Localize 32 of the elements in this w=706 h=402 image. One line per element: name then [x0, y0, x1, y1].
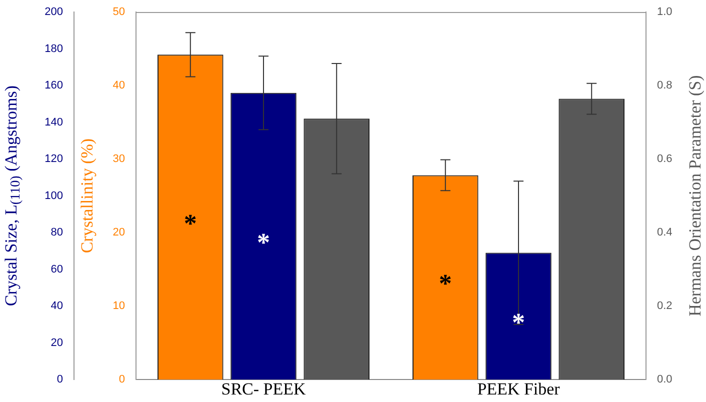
- y2-tick-label: 20: [112, 226, 125, 239]
- y3-tick-label: 0.2: [657, 300, 672, 312]
- x-tick-label: PEEK Fiber: [477, 379, 560, 398]
- y2-tick-label: 30: [112, 153, 125, 166]
- data-label: *: [512, 308, 525, 337]
- y-tick-label: 40: [50, 300, 63, 312]
- y-tick-label: 140: [44, 116, 63, 128]
- y3-axis-title: Hermans Orientation Parameter (S): [685, 75, 704, 316]
- y-tick-label: 120: [44, 153, 63, 166]
- y-tick-label: 200: [44, 6, 63, 18]
- y-tick-label: 160: [44, 80, 63, 92]
- y3-tick-label: 0.8: [657, 80, 672, 92]
- data-label: *: [257, 228, 270, 257]
- x-tick-label: SRC- PEEK: [221, 379, 306, 398]
- y3-tick-label: 0.6: [657, 153, 672, 166]
- y-tick-label: 20: [50, 336, 63, 349]
- y2-axis-title: Crystallinity (%): [77, 138, 96, 254]
- y-tick-label: 60: [50, 263, 63, 276]
- data-label: *: [184, 208, 197, 238]
- y2-tick-label: 40: [112, 80, 125, 92]
- y2-tick-label: 10: [112, 300, 125, 312]
- y3-tick-label: 0.4: [657, 226, 672, 239]
- y2-tick-label: 50: [112, 6, 125, 18]
- y3-tick-label: 1.0: [657, 6, 672, 18]
- y-tick-label: 0: [56, 374, 63, 386]
- data-label: *: [438, 269, 452, 298]
- y-axis-title: Crystal Size, L(110) (Angstroms): [1, 85, 23, 306]
- y-tick-label: 80: [50, 226, 63, 239]
- y2-tick-label: 0: [118, 374, 125, 386]
- y-tick-label: 180: [44, 42, 63, 55]
- y3-tick-label: 0.0: [657, 374, 672, 386]
- y-tick-label: 100: [44, 190, 63, 202]
